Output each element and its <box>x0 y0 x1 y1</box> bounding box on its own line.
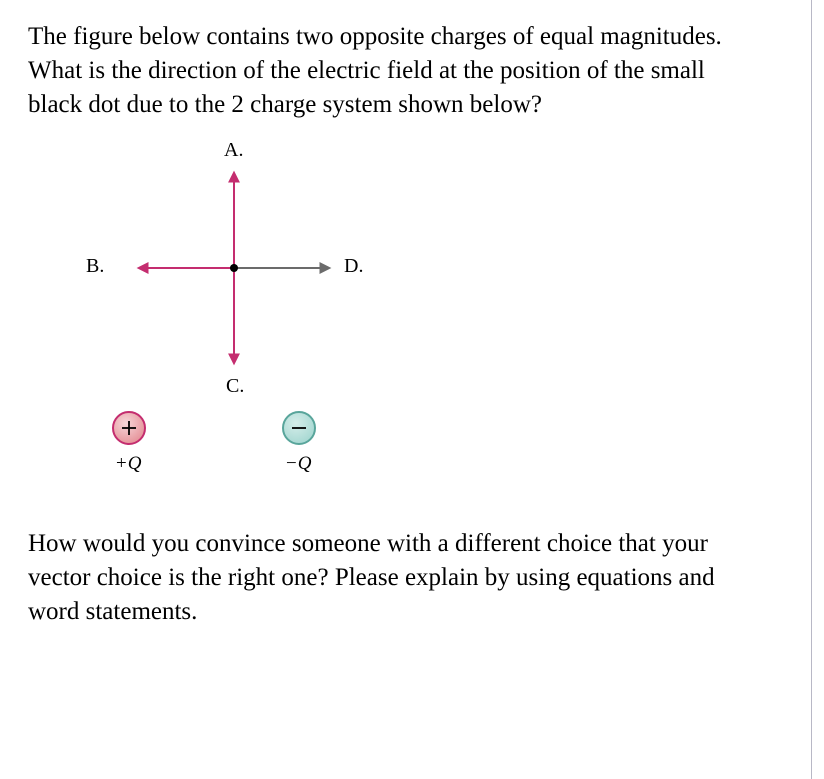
charge-negative-label: −Q <box>286 453 311 475</box>
neg-sign: − <box>286 453 297 474</box>
center-dot <box>230 264 238 272</box>
figure-svg <box>34 133 394 503</box>
label-b: B. <box>86 255 104 278</box>
physics-figure: A. B. C. D. +Q −Q <box>34 133 394 503</box>
question-text: The figure below contains two opposite c… <box>28 20 762 121</box>
label-d: D. <box>344 255 363 278</box>
neg-q: Q <box>298 453 312 474</box>
charge-positive-label: +Q <box>116 453 141 475</box>
label-c: C. <box>226 375 244 398</box>
pos-q: Q <box>128 453 142 474</box>
page-divider <box>811 0 812 779</box>
pos-sign: + <box>116 453 127 474</box>
followup-text: How would you convince someone with a di… <box>28 527 762 628</box>
label-a: A. <box>224 139 243 162</box>
